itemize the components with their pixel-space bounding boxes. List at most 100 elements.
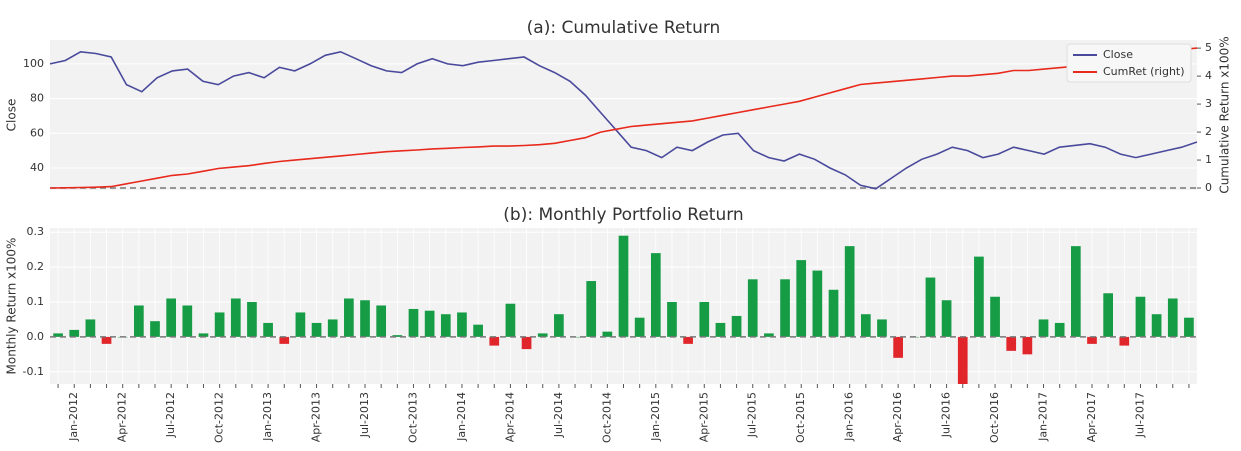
bar [1022, 336, 1033, 355]
y-tick-label: 40 [30, 161, 44, 174]
x-tick-label: Apr-2016 [891, 392, 904, 442]
y-tick-label: 0.0 [27, 330, 45, 343]
bar [440, 314, 451, 337]
bar [408, 308, 419, 337]
y2-axis-label: Cumulative Return x100% [1218, 36, 1232, 193]
chart-title: (a): Cumulative Return [527, 18, 721, 38]
x-tick-label: Jan-2014 [455, 392, 468, 442]
bar [392, 335, 403, 337]
x-tick-label: Apr-2012 [116, 392, 129, 442]
y2-tick-label: 2 [1205, 125, 1212, 138]
bar [457, 312, 467, 337]
y-tick-label: -0.1 [23, 365, 44, 378]
bar [1151, 314, 1162, 337]
bar [1054, 322, 1065, 337]
bar [586, 281, 597, 337]
bar [295, 312, 306, 337]
bar [860, 314, 871, 337]
bar [699, 301, 710, 337]
bar [1070, 246, 1081, 337]
x-tick-label: Jul-2014 [552, 392, 565, 438]
bar [1038, 319, 1049, 337]
y-tick-label: 0.2 [27, 260, 45, 273]
y2-tick-label: 4 [1205, 69, 1212, 82]
bar [537, 333, 548, 337]
y-tick-label: 100 [23, 57, 44, 70]
bar [828, 289, 839, 337]
bar [69, 329, 80, 337]
x-tick-label: Oct-2015 [794, 392, 807, 443]
bar [311, 322, 322, 337]
series-line [49, 47, 1198, 189]
bar [618, 235, 629, 337]
bar [877, 319, 887, 337]
bar [650, 253, 661, 337]
x-tick-label: Apr-2017 [1085, 392, 1098, 442]
x-tick-label: Jan-2015 [649, 392, 662, 442]
legend [1066, 43, 1192, 83]
x-tick-label: Jul-2013 [358, 392, 371, 438]
x-tick-label: Jan-2012 [67, 392, 80, 442]
y2-tick-label: 3 [1205, 97, 1212, 110]
bar [521, 336, 532, 350]
bar [667, 301, 677, 337]
bar [925, 277, 936, 337]
bar [1135, 296, 1146, 337]
y-tick-label: 80 [30, 92, 44, 105]
bar [263, 322, 273, 337]
bar [812, 270, 823, 337]
bar [182, 305, 193, 337]
series-line [49, 50, 1198, 190]
bar [53, 333, 63, 337]
y2-tick-label: 5 [1205, 41, 1212, 54]
x-tick-label: Oct-2016 [988, 392, 1001, 443]
bar [230, 298, 241, 337]
bar [715, 322, 726, 337]
bar [198, 333, 209, 337]
y-tick-label: 0.3 [27, 225, 45, 238]
y2-tick-label: 0 [1205, 181, 1212, 194]
x-tick-label: Apr-2014 [503, 392, 516, 442]
bar [844, 246, 855, 337]
bar [990, 296, 1000, 337]
bar [150, 321, 160, 337]
bar [489, 336, 500, 346]
bar [214, 312, 225, 337]
bar [796, 260, 807, 337]
bar [764, 333, 774, 337]
bar [505, 303, 516, 337]
y2-tick-label: 1 [1205, 153, 1212, 166]
x-tick-label: Oct-2013 [406, 392, 419, 443]
bar [780, 279, 790, 337]
x-tick-label: Apr-2015 [697, 392, 710, 442]
chart-title: (b): Monthly Portfolio Return [503, 205, 743, 225]
plot-area [50, 40, 1197, 190]
x-tick-label: Jul-2016 [940, 392, 953, 438]
bar [941, 300, 952, 337]
x-tick-label: Apr-2013 [310, 392, 323, 442]
bar [376, 305, 387, 337]
bar [1103, 293, 1113, 337]
y-axis-label: Monthly Return x100% [5, 238, 19, 375]
bar [344, 298, 354, 337]
bar [279, 336, 290, 344]
x-tick-label: Jan-2016 [843, 392, 856, 442]
bar [683, 336, 693, 344]
x-tick-label: Jan-2013 [261, 392, 274, 442]
legend-label: CumRet (right) [1103, 65, 1185, 78]
bar [634, 317, 645, 337]
bar [1167, 298, 1178, 337]
bar [893, 336, 903, 358]
bar [134, 305, 144, 337]
x-tick-label: Jul-2017 [1133, 392, 1146, 438]
bar [424, 310, 435, 337]
legend-label: Close [1103, 48, 1133, 61]
bar [957, 336, 968, 384]
y-tick-label: 0.1 [27, 295, 45, 308]
bar [1087, 336, 1097, 344]
bar [747, 279, 758, 337]
y-tick-label: 60 [30, 126, 44, 139]
bar [554, 314, 564, 337]
bar [166, 298, 177, 337]
